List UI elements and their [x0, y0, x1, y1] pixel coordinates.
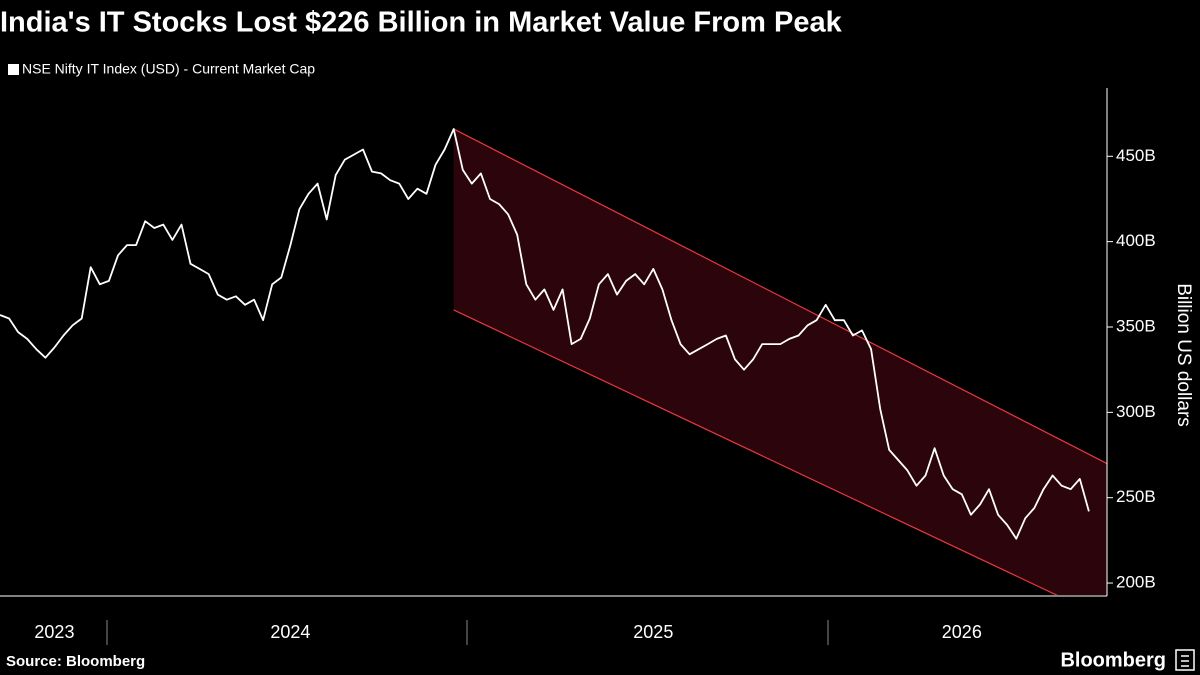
- brand-icon: [1175, 649, 1195, 671]
- y-axis-title: Billion US dollars: [1173, 283, 1194, 427]
- y-tick-label: 450B: [1116, 146, 1156, 165]
- source: Source: Bloomberg: [6, 653, 145, 670]
- y-tick-label: 300B: [1116, 402, 1156, 421]
- x-tick-label: 2025: [633, 622, 673, 642]
- brand: Bloomberg: [1060, 649, 1166, 671]
- x-tick-label: 2024: [270, 622, 310, 642]
- channel-upper: [453, 128, 1107, 465]
- series-line: [0, 128, 1090, 540]
- x-tick-label: 2026: [942, 622, 982, 642]
- legend-swatch: [8, 64, 19, 75]
- y-tick-label: 200B: [1116, 573, 1156, 592]
- channel-band: [453, 128, 1107, 595]
- y-tick-label: 350B: [1116, 316, 1156, 335]
- legend-label: NSE Nifty IT Index (USD) - Current Marke…: [22, 61, 315, 77]
- x-tick-label: 2023: [34, 622, 74, 642]
- chart-title: India's IT Stocks Lost $226 Billion in M…: [0, 7, 843, 39]
- y-tick-label: 250B: [1116, 487, 1156, 506]
- channel-lower: [453, 309, 1058, 595]
- plot-area: [0, 128, 1107, 595]
- y-tick-label: 400B: [1116, 231, 1156, 250]
